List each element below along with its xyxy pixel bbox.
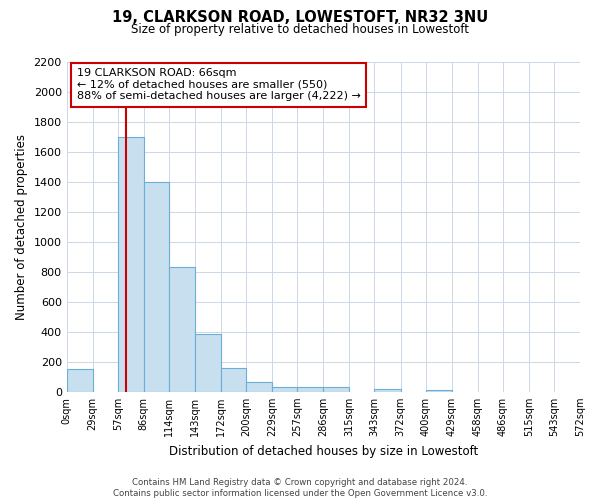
Y-axis label: Number of detached properties: Number of detached properties [15, 134, 28, 320]
Bar [195, 334, 221, 392]
Bar [144, 182, 169, 392]
Text: 19 CLARKSON ROAD: 66sqm
← 12% of detached houses are smaller (550)
88% of semi-d: 19 CLARKSON ROAD: 66sqm ← 12% of detache… [77, 68, 361, 102]
Bar [272, 386, 298, 392]
Bar [246, 382, 272, 392]
Bar [323, 388, 349, 392]
Text: 19, CLARKSON ROAD, LOWESTOFT, NR32 3NU: 19, CLARKSON ROAD, LOWESTOFT, NR32 3NU [112, 10, 488, 25]
Bar [118, 136, 144, 392]
Bar [374, 389, 401, 392]
Bar [425, 390, 452, 392]
Bar [67, 368, 92, 392]
Bar [221, 368, 246, 392]
Text: Size of property relative to detached houses in Lowestoft: Size of property relative to detached ho… [131, 22, 469, 36]
Bar [169, 267, 195, 392]
X-axis label: Distribution of detached houses by size in Lowestoft: Distribution of detached houses by size … [169, 444, 478, 458]
Text: Contains HM Land Registry data © Crown copyright and database right 2024.
Contai: Contains HM Land Registry data © Crown c… [113, 478, 487, 498]
Bar [298, 388, 323, 392]
